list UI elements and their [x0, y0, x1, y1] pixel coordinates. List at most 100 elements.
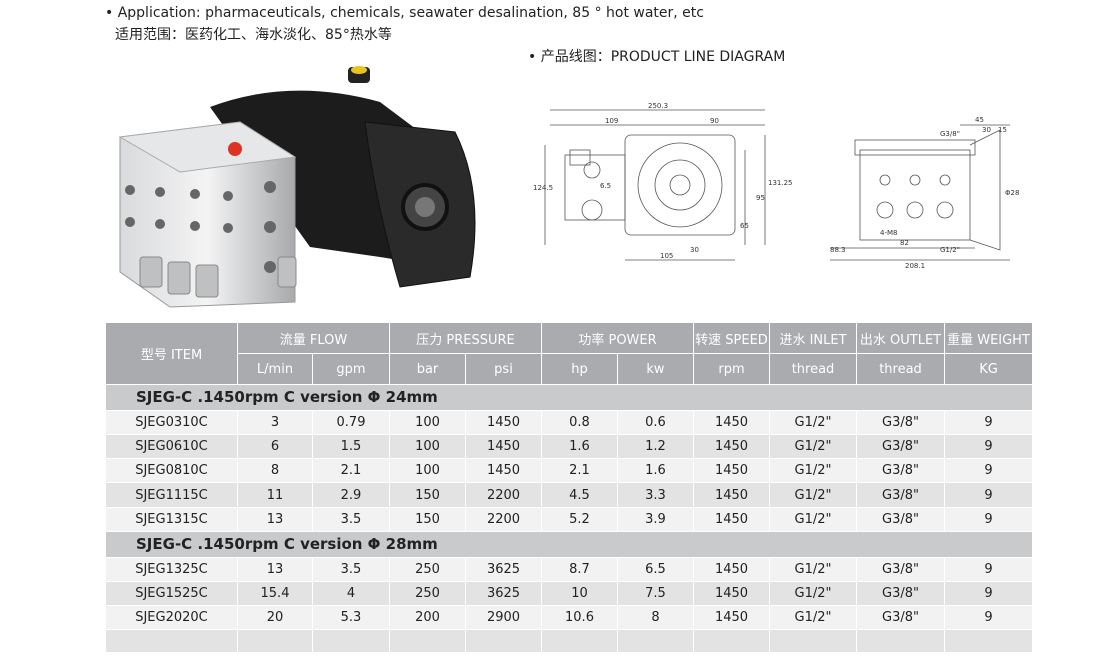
dimension: G1/2"	[940, 246, 960, 254]
spec-cell: 20	[238, 606, 313, 631]
model-cell: SJEG0610C	[106, 434, 238, 460]
dimension: 109	[605, 117, 618, 125]
spec-cell: 1450	[466, 459, 542, 484]
empty-cell	[770, 630, 857, 654]
spec-cell: G1/2"	[770, 483, 857, 508]
group-header: 功率 POWER	[542, 323, 694, 354]
group-header: 流量 FLOW	[238, 323, 390, 354]
spec-cell: G1/2"	[770, 507, 857, 532]
spec-cell: 250	[390, 581, 466, 607]
spec-cell: G1/2"	[770, 557, 857, 582]
model-cell: SJEG0810C	[106, 459, 238, 484]
spec-cell: 1.6	[542, 434, 618, 460]
spec-cell: 200	[390, 606, 466, 631]
spec-cell: G3/8"	[857, 557, 945, 582]
dimension: 131.25	[768, 179, 793, 187]
spec-cell: G3/8"	[857, 410, 945, 435]
dimension: 95	[756, 194, 765, 202]
spec-cell: 250	[390, 557, 466, 582]
spec-cell: 0.8	[542, 410, 618, 435]
spec-cell: 9	[945, 606, 1033, 631]
dimension: 105	[660, 252, 673, 260]
spec-cell: 1450	[694, 434, 770, 460]
spec-cell: 3625	[466, 581, 542, 607]
spec-cell: 1450	[694, 410, 770, 435]
spec-cell: 1450	[694, 606, 770, 631]
spec-cell: 3.9	[618, 507, 694, 532]
unit-header: rpm	[694, 354, 770, 385]
unit-header: hp	[542, 354, 618, 385]
pump-image	[118, 66, 476, 308]
model-cell: SJEG1115C	[106, 483, 238, 508]
spec-cell: 1.5	[313, 434, 390, 460]
spec-cell: 7.5	[618, 581, 694, 607]
dimension: 250.3	[648, 102, 668, 110]
dimension: 6.5	[600, 182, 611, 190]
spec-cell: 6.5	[618, 557, 694, 582]
spec-cell: 1450	[694, 557, 770, 582]
unit-header: bar	[390, 354, 466, 385]
spec-cell: 4	[313, 581, 390, 607]
spec-cell: 11	[238, 483, 313, 508]
unit-header: gpm	[313, 354, 390, 385]
spec-cell: 3.3	[618, 483, 694, 508]
spec-cell: 2.1	[542, 459, 618, 484]
section-title: SJEG-C .1450rpm C version Φ 24mm	[106, 385, 1033, 411]
dimension: 65	[740, 222, 749, 230]
application: • Application: pharmaceuticals, chemical…	[105, 5, 704, 21]
spec-cell: 0.6	[618, 410, 694, 435]
spec-cell: 100	[390, 459, 466, 484]
spec-cell: 13	[238, 507, 313, 532]
empty-cell	[694, 630, 770, 654]
spec-cell: 100	[390, 434, 466, 460]
spec-cell: 1450	[694, 507, 770, 532]
dimension: 88.3	[830, 246, 846, 254]
spec-cell: G3/8"	[857, 434, 945, 460]
spec-cell: 10.6	[542, 606, 618, 631]
spec-cell: G1/2"	[770, 459, 857, 484]
unit-header: KG	[945, 354, 1033, 385]
spec-cell: 2.1	[313, 459, 390, 484]
empty-cell	[542, 630, 618, 654]
spec-cell: 1450	[466, 434, 542, 460]
dimension: 124.5	[533, 184, 553, 192]
spec-cell: 1450	[466, 410, 542, 435]
spec-cell: 9	[945, 483, 1033, 508]
empty-cell	[945, 630, 1033, 654]
spec-cell: 5.3	[313, 606, 390, 631]
spec-cell: 8	[618, 606, 694, 631]
dimension: 90	[710, 117, 719, 125]
spec-cell: 9	[945, 507, 1033, 532]
spec-cell: 2.9	[313, 483, 390, 508]
dimension: 45	[975, 116, 984, 124]
spec-cell: 9	[945, 459, 1033, 484]
dimension: Φ28	[1005, 189, 1019, 197]
empty-cell	[390, 630, 466, 654]
spec-cell: 1450	[694, 483, 770, 508]
model-cell: SJEG1315C	[106, 507, 238, 532]
unit-header: thread	[857, 354, 945, 385]
spec-cell: 1.2	[618, 434, 694, 460]
spec-cell: 9	[945, 581, 1033, 607]
dimension: 4-M8	[880, 229, 897, 237]
spec-cell: G3/8"	[857, 581, 945, 607]
dimension: 30	[690, 246, 699, 254]
dimension: 15	[998, 126, 1007, 134]
empty-cell	[313, 630, 390, 654]
spec-cell: 3	[238, 410, 313, 435]
unit-header: thread	[770, 354, 857, 385]
spec-cell: 0.79	[313, 410, 390, 435]
empty-cell	[618, 630, 694, 654]
model-cell: SJEG1325C	[106, 557, 238, 582]
group-header: 出水 OUTLET	[857, 323, 945, 354]
group-header: 压力 PRESSURE	[390, 323, 542, 354]
spec-cell: 9	[945, 434, 1033, 460]
spec-cell: 3.5	[313, 507, 390, 532]
dimension: 208.1	[905, 262, 925, 270]
spec-cell: 8	[238, 459, 313, 484]
spec-cell: 2900	[466, 606, 542, 631]
empty-cell	[238, 630, 313, 654]
spec-cell: 13	[238, 557, 313, 582]
spec-cell: 10	[542, 581, 618, 607]
